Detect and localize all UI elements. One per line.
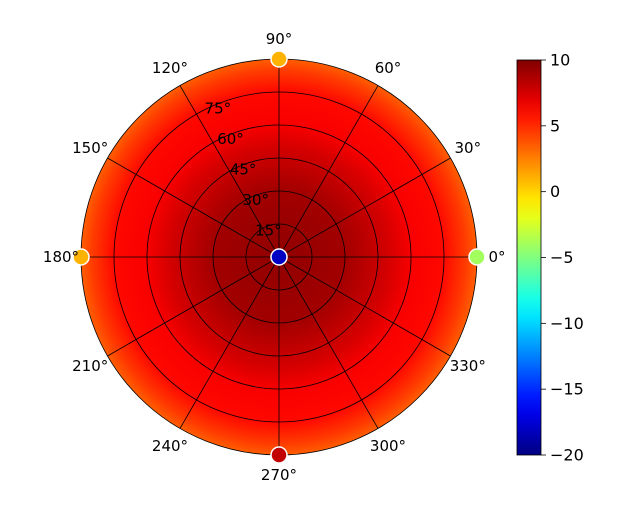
theta-tick-label: 60°	[375, 59, 402, 77]
colorbar-tick-label: −15	[550, 380, 584, 399]
colorbar-tick-label: −10	[550, 314, 584, 333]
theta-tick-label: 270°	[261, 466, 297, 484]
radial-tick-label: 45°	[230, 161, 257, 179]
angular-grid-line	[278, 256, 379, 429]
angular-grid-line	[107, 157, 280, 258]
theta-tick-label: 0°	[488, 248, 505, 266]
theta-tick-label: 90°	[266, 30, 293, 48]
theta-tick-label: 120°	[152, 59, 188, 77]
colorbar-tick-label: 10	[550, 51, 570, 70]
theta-tick-label: 210°	[72, 357, 108, 375]
theta-tick-label: 180°	[43, 248, 79, 266]
angular-grid-line	[278, 85, 379, 258]
angular-grid-line	[278, 157, 451, 258]
point-marker	[270, 446, 288, 464]
point-marker	[270, 50, 288, 68]
colorbar-tick-label: −20	[550, 446, 584, 465]
theta-tick-label: 240°	[152, 437, 188, 455]
colorbar: 10 5 0 −5 −10 −15 −20	[516, 51, 584, 465]
radial-tick-label: 30°	[242, 191, 269, 209]
angular-grid-line	[179, 85, 280, 258]
colorbar-tick-label: 5	[550, 116, 560, 135]
radial-tick-label: 15°	[255, 222, 282, 240]
colorbar-gradient	[516, 59, 542, 456]
angular-grid-line	[179, 256, 280, 429]
theta-tick-label: 150°	[72, 139, 108, 157]
colorbar-tick-label: 0	[550, 182, 560, 201]
point-marker	[270, 248, 288, 266]
point-marker	[468, 248, 486, 266]
colorbar-tick-label: −5	[550, 248, 574, 267]
theta-tick-label: 330°	[450, 357, 486, 375]
angular-grid-line	[278, 256, 451, 357]
marker-layer	[72, 50, 486, 464]
label-layer: 0° 30° 60° 90° 120° 150° 180° 210° 240° 270° 300° 3…	[43, 30, 506, 484]
radial-tick-label: 60°	[217, 130, 244, 148]
point-marker	[72, 248, 90, 266]
theta-tick-label: 300°	[370, 437, 406, 455]
radial-tick-label: 75°	[205, 100, 232, 118]
angular-grid-line	[107, 256, 280, 357]
theta-tick-label: 30°	[454, 139, 481, 157]
